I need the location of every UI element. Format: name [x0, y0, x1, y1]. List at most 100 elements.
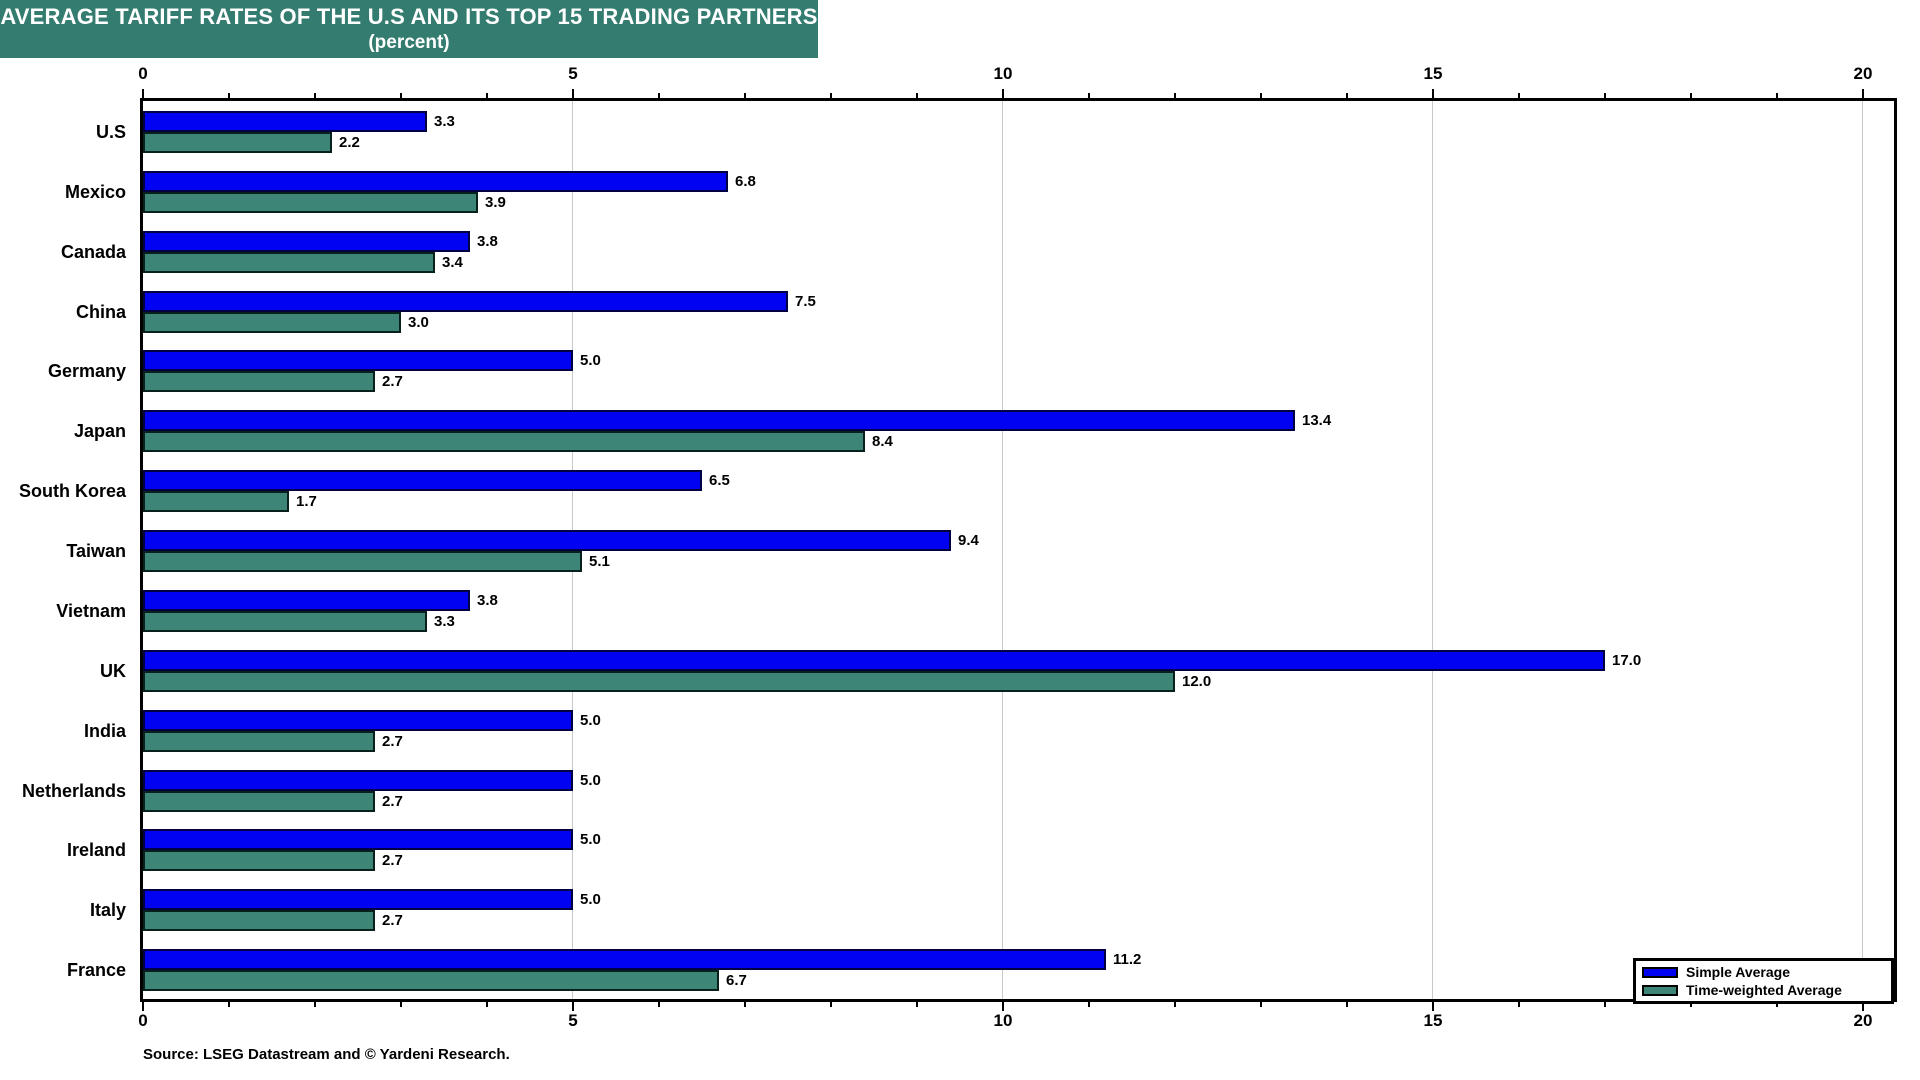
gridline-10: [1002, 101, 1003, 999]
simple-average-bar: [143, 829, 573, 850]
major-tick-0: [142, 89, 144, 98]
minor-tick-6: [658, 93, 660, 98]
legend-swatch: [1642, 966, 1678, 978]
chart-subtitle: (percent): [368, 32, 450, 53]
gridline-15: [1432, 101, 1433, 999]
time-weighted-average-bar: [143, 611, 427, 632]
major-tick-10: [1002, 1002, 1004, 1011]
category-label: India: [83, 721, 126, 741]
axis-tick-label-20: 20: [1853, 64, 1873, 83]
category-label: Vietnam: [56, 601, 126, 621]
major-tick-5: [572, 1002, 574, 1011]
time-weighted-average-bar: [143, 192, 478, 213]
category-label: France: [66, 960, 126, 980]
major-tick-15: [1432, 1002, 1434, 1011]
bar-value-label: 6.8: [735, 173, 756, 190]
axis-tick-label-10: 10: [993, 1011, 1013, 1030]
bar-value-label: 5.0: [580, 712, 601, 729]
axis-tick-label-0: 0: [138, 64, 148, 83]
source-note: Source: LSEG Datastream and © Yardeni Re…: [143, 1046, 510, 1063]
minor-tick-8: [830, 1002, 832, 1007]
simple-average-bar: [143, 231, 470, 252]
minor-tick-14: [1346, 93, 1348, 98]
time-weighted-average-bar: [143, 671, 1175, 692]
minor-tick-17: [1604, 1002, 1606, 1007]
minor-tick-9: [916, 93, 918, 98]
simple-average-bar: [143, 710, 573, 731]
bar-value-label: 3.9: [485, 194, 506, 211]
bar-value-label: 9.4: [958, 532, 979, 549]
bar-value-label: 5.0: [580, 831, 601, 848]
bar-value-label: 17.0: [1612, 652, 1642, 669]
simple-average-bar: [143, 470, 702, 491]
axis-tick-label-10: 10: [993, 64, 1013, 83]
simple-average-bar: [143, 111, 427, 132]
time-weighted-average-bar: [143, 431, 865, 452]
bar-value-label: 5.0: [580, 352, 601, 369]
category-label: Germany: [47, 361, 126, 381]
major-tick-20: [1862, 89, 1864, 98]
major-tick-20: [1862, 1002, 1864, 1011]
bar-value-label: 2.7: [382, 733, 403, 750]
simple-average-bar: [143, 770, 573, 791]
bar-value-label: 6.5: [709, 472, 730, 489]
minor-tick-13: [1260, 1002, 1262, 1007]
axis-tick-label-20: 20: [1853, 1011, 1873, 1030]
bar-value-label: 3.0: [408, 314, 429, 331]
time-weighted-average-bar: [143, 970, 719, 991]
axis-tick-label-5: 5: [568, 1011, 578, 1030]
bar-value-label: 2.7: [382, 793, 403, 810]
bar-value-label: 2.7: [382, 912, 403, 929]
bar-value-label: 3.3: [434, 113, 455, 130]
simple-average-bar: [143, 410, 1295, 431]
bar-value-label: 2.7: [382, 852, 403, 869]
minor-tick-19: [1776, 93, 1778, 98]
simple-average-bar: [143, 889, 573, 910]
legend-entry: Simple Average: [1642, 964, 1885, 980]
category-label: U.S: [95, 122, 126, 142]
chart-title-banner: AVERAGE TARIFF RATES OF THE U.S AND ITS …: [0, 0, 818, 58]
simple-average-bar: [143, 530, 951, 551]
minor-tick-6: [658, 1002, 660, 1007]
major-tick-15: [1432, 89, 1434, 98]
category-label: Japan: [73, 421, 126, 441]
bar-value-label: 3.3: [434, 613, 455, 630]
axis-tick-label-5: 5: [568, 64, 578, 83]
major-tick-10: [1002, 89, 1004, 98]
bar-value-label: 12.0: [1182, 673, 1212, 690]
bar-value-label: 2.2: [339, 134, 360, 151]
legend-entry: Time-weighted Average: [1642, 982, 1885, 998]
bar-value-label: 3.4: [442, 254, 463, 271]
simple-average-bar: [143, 171, 728, 192]
bar-value-label: 5.1: [589, 553, 610, 570]
time-weighted-average-bar: [143, 910, 375, 931]
category-label: UK: [100, 661, 126, 681]
minor-tick-3: [400, 1002, 402, 1007]
major-tick-5: [572, 89, 574, 98]
axis-tick-label-0: 0: [138, 1011, 148, 1030]
minor-tick-1: [228, 1002, 230, 1007]
bar-value-label: 5.0: [580, 772, 601, 789]
legend-box: Simple Average Time-weighted Average: [1633, 958, 1894, 1004]
gridline-20: [1862, 101, 1863, 999]
simple-average-bar: [143, 291, 788, 312]
minor-tick-1: [228, 93, 230, 98]
time-weighted-average-bar: [143, 312, 401, 333]
category-label: South Korea: [18, 481, 126, 501]
legend-swatch: [1642, 984, 1678, 996]
bar-value-label: 3.8: [477, 592, 498, 609]
minor-tick-19: [1776, 1002, 1778, 1007]
chart-title: AVERAGE TARIFF RATES OF THE U.S AND ITS …: [0, 4, 818, 29]
minor-tick-2: [314, 1002, 316, 1007]
bar-value-label: 7.5: [795, 293, 816, 310]
legend-label: Simple Average: [1686, 964, 1791, 980]
minor-tick-16: [1518, 1002, 1520, 1007]
time-weighted-average-bar: [143, 252, 435, 273]
minor-tick-4: [486, 1002, 488, 1007]
minor-tick-13: [1260, 93, 1262, 98]
simple-average-bar: [143, 949, 1106, 970]
minor-tick-3: [400, 93, 402, 98]
minor-tick-8: [830, 93, 832, 98]
category-label: Taiwan: [66, 541, 126, 561]
bar-value-label: 2.7: [382, 373, 403, 390]
